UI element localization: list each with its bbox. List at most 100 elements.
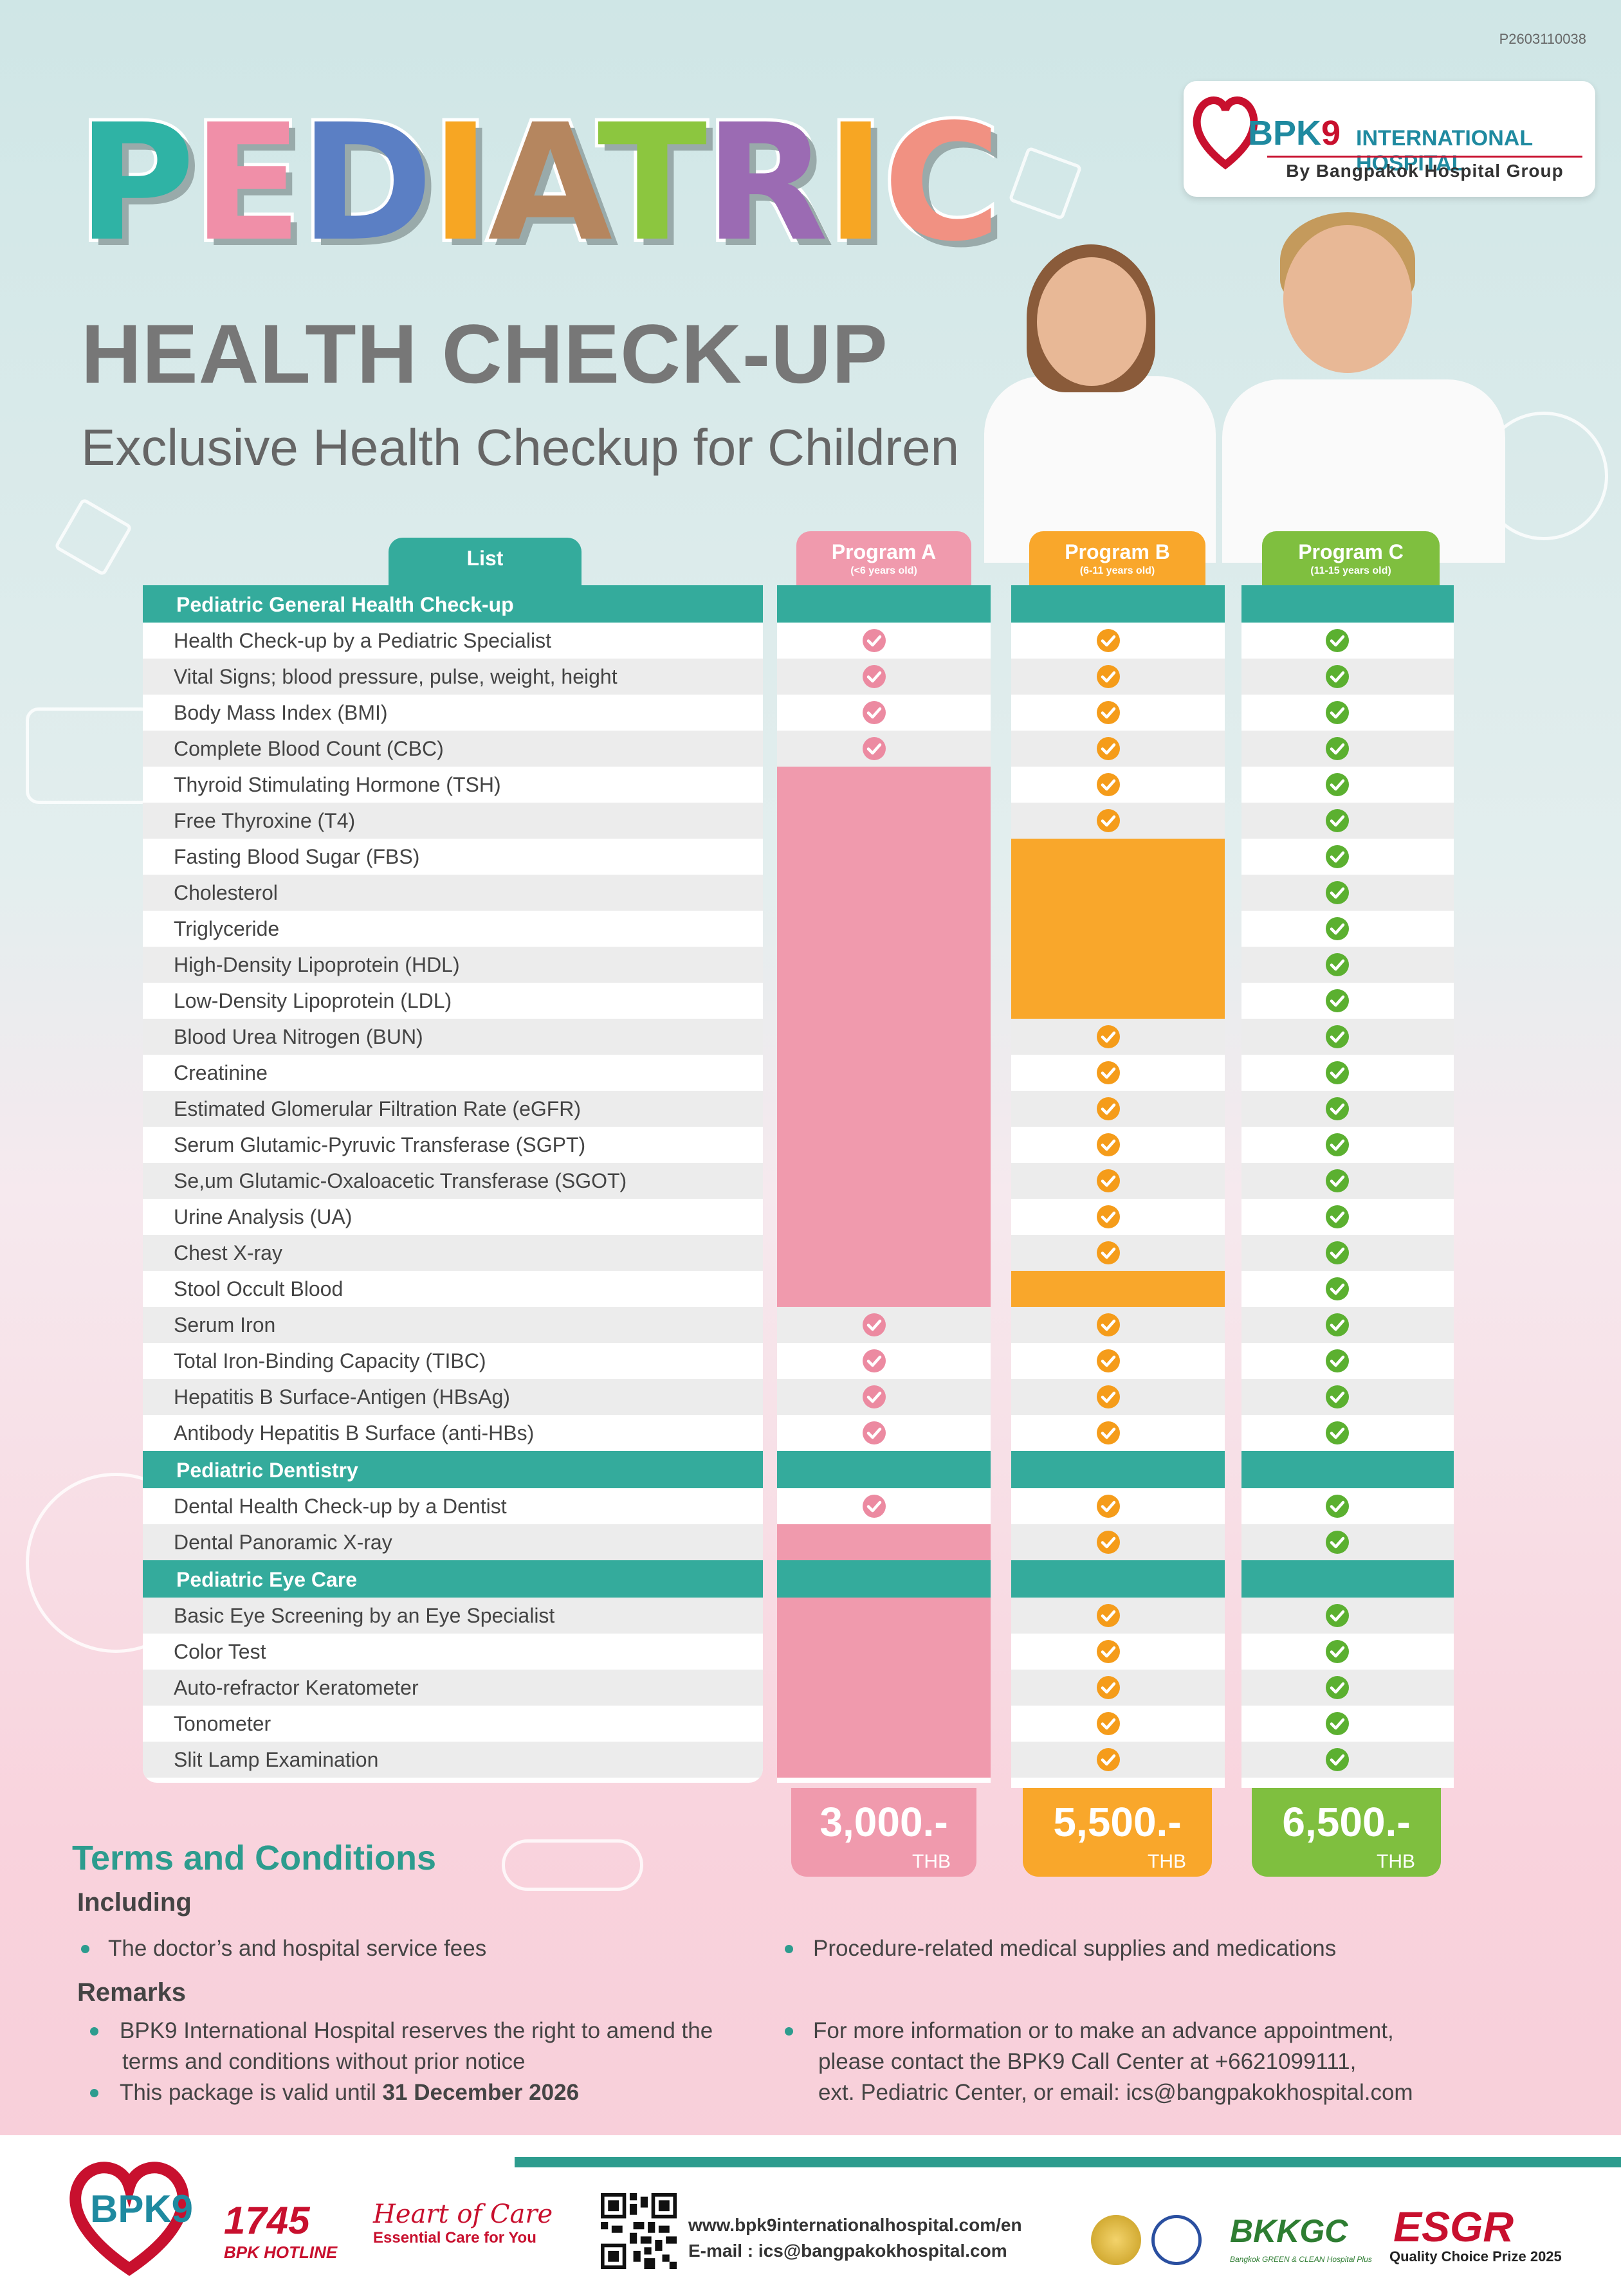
table-row: Complete Blood Count (CBC) <box>143 731 763 767</box>
remark-item: BPK9 International Hospital reserves the… <box>120 2016 713 2077</box>
table-row <box>777 1415 991 1451</box>
table-row: Chest X-ray <box>143 1235 763 1271</box>
not-included-block <box>777 1598 991 1778</box>
table-row <box>777 1307 991 1343</box>
remark-3-line-1: For more information or to make an advan… <box>813 2018 1394 2043</box>
footer-logo-text: BPK9 <box>90 2187 194 2230</box>
item-label: Serum Glutamic-Pyruvic Transferase (SGPT… <box>174 1133 586 1156</box>
not-included-block <box>1011 1271 1225 1307</box>
table-row: Cholesterol <box>143 875 763 911</box>
price-program-c: 6,500.- THB <box>1252 1788 1441 1877</box>
check-icon <box>1096 1421 1121 1445</box>
program-a-age: (<6 years old) <box>850 565 917 576</box>
check-icon <box>1096 1385 1121 1409</box>
table-row: Serum Iron <box>143 1307 763 1343</box>
table-row <box>777 731 991 767</box>
gold-award-icon <box>1091 2215 1141 2265</box>
tab-program-b[interactable]: Program B (6-11 years old) <box>1029 531 1205 585</box>
table-row <box>1011 1055 1225 1091</box>
quality-choice-prize: Quality Choice Prize 2025 <box>1389 2248 1562 2264</box>
table-row <box>1011 1415 1225 1451</box>
table-row: Serum Glutamic-Pyruvic Transferase (SGPT… <box>143 1127 763 1163</box>
table-row: Tonometer <box>143 1706 763 1742</box>
program-a-column <box>777 585 991 1783</box>
program-b-name: Program B <box>1065 540 1170 563</box>
contact-info[interactable]: www.bpk9internationalhospital.com/en E-m… <box>688 2212 1022 2264</box>
check-icon <box>1096 628 1121 653</box>
table-row <box>1011 1706 1225 1742</box>
item-label: Estimated Glomerular Filtration Rate (eG… <box>174 1097 582 1120</box>
email-link[interactable]: E-mail : ics@bangpakokhospital.com <box>688 2241 1007 2261</box>
check-icon <box>1325 952 1350 977</box>
check-icon <box>862 736 886 761</box>
check-icon <box>1325 1639 1350 1664</box>
item-label: Se,um Glutamic-Oxaloacetic Transferase (… <box>174 1169 627 1192</box>
including-heading: Including <box>77 1888 192 1917</box>
check-icon <box>1096 1349 1121 1373</box>
remark-item: This package is valid until 31 December … <box>120 2077 579 2108</box>
tab-list[interactable]: List <box>389 538 582 585</box>
remark-2-text: This package is valid until <box>120 2080 383 2105</box>
bkk-green-clean-logo: BKKGC <box>1230 2213 1348 2249</box>
table-row <box>1241 1488 1454 1524</box>
esgr-logo: ESGR <box>1393 2203 1514 2250</box>
table-row <box>1011 1091 1225 1127</box>
item-label: Chest X-ray <box>174 1241 282 1264</box>
program-b-age: (6-11 years old) <box>1079 565 1155 576</box>
check-icon <box>1325 1530 1350 1554</box>
table-row <box>1241 911 1454 947</box>
table-row: Stool Occult Blood <box>143 1271 763 1307</box>
item-label: Fasting Blood Sugar (FBS) <box>174 845 420 868</box>
table-row: Free Thyroxine (T4) <box>143 803 763 839</box>
check-icon <box>1096 1711 1121 1736</box>
hospital-logo[interactable]: BPK9 INTERNATIONAL HOSPITAL By Bangpakok… <box>1184 81 1595 197</box>
not-included-block <box>777 767 991 1307</box>
item-label: Complete Blood Count (CBC) <box>174 737 444 760</box>
tab-program-c[interactable]: Program C (11-15 years old) <box>1262 531 1440 585</box>
check-icon <box>862 1494 886 1518</box>
section-row <box>777 585 991 623</box>
item-label: Low-Density Lipoprotein (LDL) <box>174 989 452 1012</box>
table-row <box>1241 659 1454 695</box>
check-icon <box>1325 1603 1350 1628</box>
table-row <box>1011 1307 1225 1343</box>
check-icon <box>862 700 886 725</box>
table-row: Slit Lamp Examination <box>143 1742 763 1778</box>
table-row: Dental Panoramic X-ray <box>143 1524 763 1560</box>
table-row: Creatinine <box>143 1055 763 1091</box>
check-icon <box>1325 1025 1350 1049</box>
title-letter: D <box>297 89 436 277</box>
table-row: Antibody Hepatitis B Surface (anti-HBs) <box>143 1415 763 1451</box>
terms-title: Terms and Conditions <box>72 1839 437 1877</box>
check-icon <box>1096 664 1121 689</box>
section-row: Pediatric General Health Check-up <box>143 585 763 623</box>
section-label: Pediatric Eye Care <box>176 1568 358 1591</box>
item-label: Creatinine <box>174 1061 268 1084</box>
logo-divider <box>1267 156 1582 158</box>
section-row <box>1011 1560 1225 1598</box>
section-row: Pediatric Eye Care <box>143 1560 763 1598</box>
check-icon <box>1096 1639 1121 1664</box>
table-row <box>1241 947 1454 983</box>
check-icon <box>1325 880 1350 905</box>
table-row <box>1011 1127 1225 1163</box>
website-link[interactable]: www.bpk9internationalhospital.com/en <box>688 2215 1022 2235</box>
page-tagline: Exclusive Health Checkup for Children <box>81 419 960 476</box>
logo-group: By Bangpakok Hospital Group <box>1286 161 1564 181</box>
title-letter: A <box>485 89 603 277</box>
table-row <box>1011 1019 1225 1055</box>
table-row <box>777 1488 991 1524</box>
remark-item: For more information or to make an advan… <box>813 2016 1413 2108</box>
remark-1-line-1: BPK9 International Hospital reserves the… <box>120 2018 713 2043</box>
table-row: Body Mass Index (BMI) <box>143 695 763 731</box>
hotline[interactable]: 1745 BPK HOTLINE <box>224 2198 337 2263</box>
title-letter: T <box>594 89 711 277</box>
table-row <box>1011 695 1225 731</box>
table-row <box>1241 1271 1454 1307</box>
section-label: Pediatric Dentistry <box>176 1459 358 1482</box>
check-icon <box>1325 1711 1350 1736</box>
tab-program-a[interactable]: Program A (<6 years old) <box>796 531 971 585</box>
table-row: Auto-refractor Keratometer <box>143 1670 763 1706</box>
section-label: Pediatric General Health Check-up <box>176 593 514 616</box>
qr-code-icon[interactable] <box>601 2193 677 2269</box>
